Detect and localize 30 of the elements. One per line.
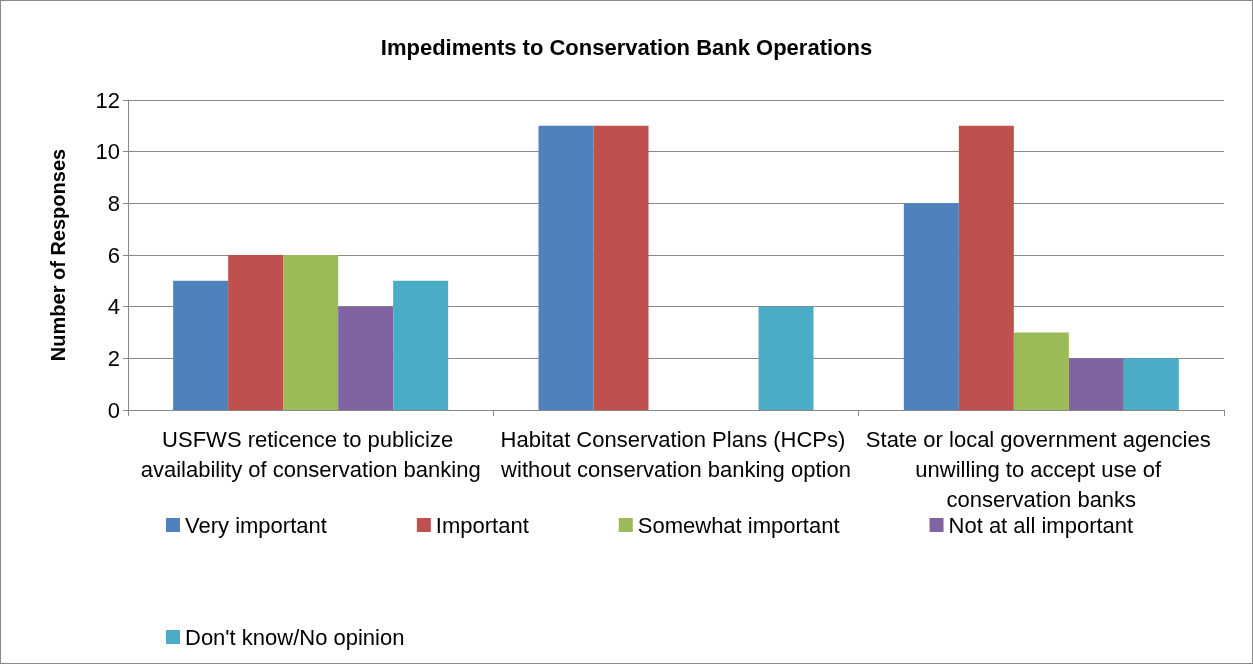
bar [1013, 332, 1069, 410]
y-tick-label: 6 [107, 242, 120, 268]
chart-title: Impediments to Conservation Bank Operations [380, 34, 873, 60]
x-tick-label: Habitat Conservation Plans (HCPs) without conservation banking option [500, 426, 852, 482]
bar [283, 255, 339, 410]
y-tick-label: 12 [95, 87, 120, 113]
legend-label: Very important [185, 512, 327, 538]
bar [173, 280, 229, 410]
bar [1068, 358, 1124, 410]
y-tick-label: 0 [107, 397, 120, 423]
bar [958, 125, 1014, 410]
y-tick-label: 10 [95, 139, 120, 165]
y-tick-label: 4 [107, 294, 120, 320]
legend-label: Somewhat important [637, 512, 840, 538]
x-tick-label: USFWS reticence to publicize availability of conservation banking [140, 426, 481, 482]
bar [593, 125, 649, 410]
bar [538, 125, 594, 410]
legend-label: Not at all important [948, 512, 1134, 538]
legend-label: Don't know/No opinion [185, 624, 405, 650]
legend-label: Important [435, 512, 529, 538]
bar [393, 280, 449, 410]
bar [338, 306, 394, 410]
y-axis-title: Number of Responses [47, 148, 69, 362]
y-tick-label: 8 [107, 190, 120, 216]
y-tick-label: 2 [107, 345, 120, 371]
bar [903, 203, 959, 410]
bar [1123, 358, 1179, 410]
bar [228, 255, 284, 410]
bar [758, 306, 814, 410]
x-tick-label: State or local government agencies unwilling to accept use of conservation banks [865, 426, 1217, 512]
